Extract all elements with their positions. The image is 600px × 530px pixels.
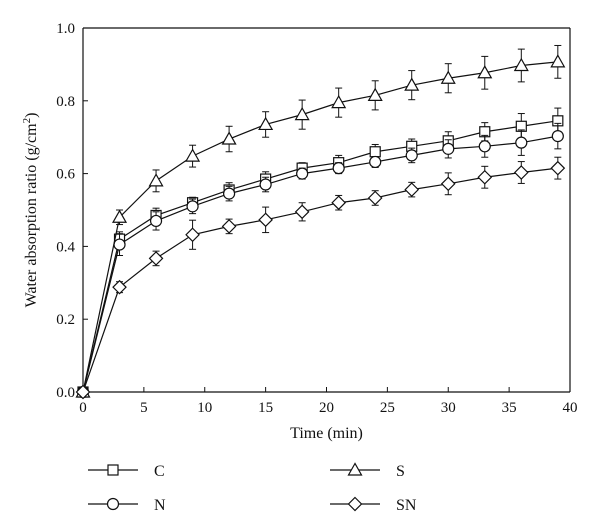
data-point-s	[367, 87, 383, 101]
x-ticks: 0 5 10 15 20 25 30 35 40	[79, 387, 578, 416]
series-s	[75, 44, 566, 398]
data-point-n	[478, 140, 491, 153]
data-point-c	[369, 146, 381, 158]
data-point-sn	[404, 182, 420, 197]
y-axis-title-superscript: 2	[21, 118, 33, 124]
data-point-s	[550, 54, 566, 68]
data-point-s	[185, 148, 201, 162]
legend-label-s: S	[396, 463, 405, 480]
data-point-n	[551, 130, 564, 143]
data-point-n	[113, 238, 126, 251]
data-point-sn	[477, 169, 493, 185]
data-point-sn	[75, 384, 91, 400]
y-axis-title-close: )	[23, 113, 40, 118]
data-point-sn	[331, 195, 347, 211]
legend-label-c: C	[154, 463, 165, 480]
legend: CN S SN	[88, 462, 417, 514]
legend-item-c: C	[88, 463, 165, 480]
series-sn	[75, 156, 566, 400]
y-tick-label: 0.2	[56, 312, 75, 328]
data-point-n	[405, 149, 418, 162]
series-line-c	[82, 120, 558, 393]
y-ticks: 0.0 0.2 0.4 0.6 0.8 1.0	[56, 21, 88, 401]
y-tick-label: 0.4	[56, 239, 75, 255]
data-point-sn	[148, 251, 164, 266]
data-point-sn	[513, 165, 529, 180]
x-tick-label: 20	[319, 400, 334, 416]
legend-item-n: N	[88, 497, 166, 514]
legend-label-sn: SN	[396, 497, 417, 514]
x-tick-label: 35	[502, 400, 517, 416]
data-point-s	[148, 173, 164, 187]
x-axis-title: Time (min)	[290, 425, 363, 442]
data-point-n	[369, 155, 382, 169]
data-point-s	[404, 77, 420, 91]
data-point-n	[259, 178, 272, 191]
data-point-n	[149, 214, 163, 228]
data-point-sn	[367, 190, 383, 206]
legend-marker-n	[106, 497, 120, 511]
data-point-s	[221, 131, 237, 145]
data-point-sn	[440, 176, 456, 192]
data-point-sn	[112, 279, 127, 295]
x-tick-label: 25	[380, 400, 395, 416]
y-tick-label: 0.0	[56, 385, 75, 401]
y-axis-title-main: Water absorption ratio (g/cm	[23, 123, 40, 308]
legend-marker-s	[347, 462, 363, 476]
series-c	[77, 107, 564, 398]
data-point-s	[111, 209, 128, 223]
series-n	[76, 122, 564, 399]
data-point-sn	[550, 160, 566, 176]
x-tick-label: 15	[258, 400, 273, 416]
data-point-s	[477, 65, 493, 79]
legend-item-s: S	[330, 462, 405, 480]
data-point-s	[258, 116, 274, 131]
x-tick-label: 0	[79, 400, 87, 416]
legend-item-sn: SN	[330, 496, 417, 514]
x-tick-label: 40	[563, 400, 578, 416]
data-point-n	[296, 167, 309, 180]
data-point-sn	[185, 227, 200, 243]
data-point-n	[186, 200, 199, 213]
data-point-s	[331, 94, 347, 109]
data-point-n	[442, 142, 455, 155]
series-layer	[75, 44, 566, 400]
legend-marker-sn	[347, 496, 363, 512]
y-tick-label: 0.8	[56, 94, 75, 110]
data-point-sn	[294, 204, 310, 220]
data-point-s	[440, 70, 456, 84]
data-point-sn	[258, 212, 273, 228]
y-tick-label: 1.0	[56, 21, 75, 37]
legend-marker-c	[107, 464, 119, 476]
data-point-n	[223, 187, 236, 200]
x-tick-label: 30	[441, 400, 456, 416]
x-tick-label: 5	[140, 400, 148, 416]
data-point-n	[515, 136, 528, 149]
y-tick-label: 0.6	[56, 167, 75, 183]
data-point-n	[332, 162, 345, 175]
data-point-s	[294, 106, 310, 121]
series-line-sn	[82, 167, 558, 393]
data-point-sn	[221, 219, 237, 234]
legend-label-n: N	[154, 497, 166, 514]
data-point-s	[513, 57, 529, 72]
x-tick-label: 10	[197, 400, 212, 416]
series-line-n	[82, 135, 558, 393]
series-line-s	[82, 61, 558, 393]
plot-area: 0 5 10 15 20 25 30 35 40 0.0 0.2 0.4 0.6 0.8 1.0	[56, 21, 577, 416]
y-axis-title: Water absorption ratio (g/cm2)	[21, 113, 40, 308]
